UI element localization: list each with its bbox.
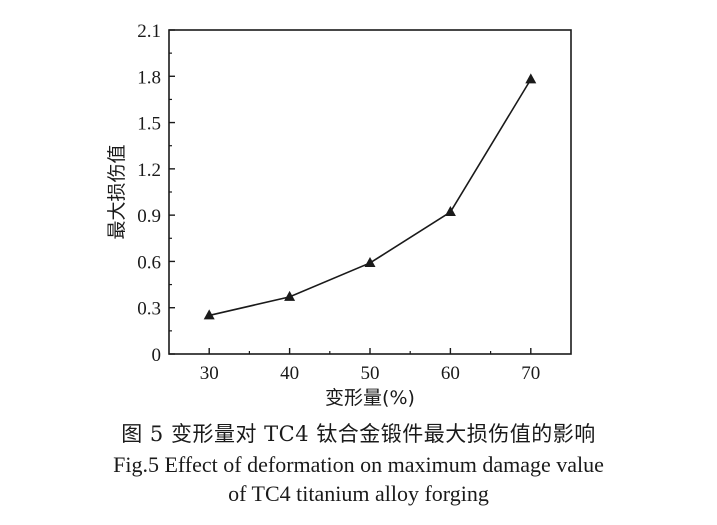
y-tick-label: 0.3 — [137, 299, 161, 320]
y-tick-label: 0 — [152, 345, 162, 366]
y-axis-ticks: 0 0.3 0.6 0.9 1.2 1.5 1.8 2.1 — [137, 21, 175, 366]
y-axis-title: 最大损伤值 — [106, 144, 128, 239]
x-tick-label: 40 — [280, 363, 299, 384]
x-tick-label: 60 — [441, 363, 460, 384]
triangle-marker — [364, 256, 376, 267]
y-tick-label: 1.8 — [137, 67, 161, 88]
triangle-marker — [525, 73, 537, 84]
x-axis-ticks: 30 40 50 60 70 — [200, 348, 540, 384]
x-tick-label: 30 — [200, 363, 219, 384]
series-line — [209, 78, 532, 317]
x-tick-label: 70 — [521, 363, 540, 384]
figure-caption-english-line2: of TC4 titanium alloy forging — [228, 481, 489, 506]
figure-caption-chinese: 图 5 变形量对 TC4 钛合金锻件最大损伤值的影响 — [121, 422, 596, 446]
plot-frame — [168, 29, 572, 355]
y-tick-label: 0.6 — [137, 252, 161, 273]
y-tick-label: 1.2 — [137, 160, 161, 181]
y-tick-label: 0.9 — [137, 206, 161, 227]
triangle-marker — [444, 206, 456, 217]
y-tick-label: 1.5 — [137, 114, 161, 135]
triangle-marker — [203, 309, 215, 320]
x-tick-label: 50 — [361, 363, 380, 384]
y-tick-label: 2.1 — [137, 21, 161, 42]
line-chart: 0 0.3 0.6 0.9 1.2 1.5 1.8 2.1 30 40 50 60 70 变形量(%)… — [106, 21, 572, 409]
figure-caption-english-line1: Fig.5 Effect of deformation on maximum d… — [113, 452, 604, 477]
triangle-marker — [284, 290, 296, 301]
data-series — [203, 73, 537, 320]
x-axis-title: 变形量(%) — [325, 387, 415, 409]
